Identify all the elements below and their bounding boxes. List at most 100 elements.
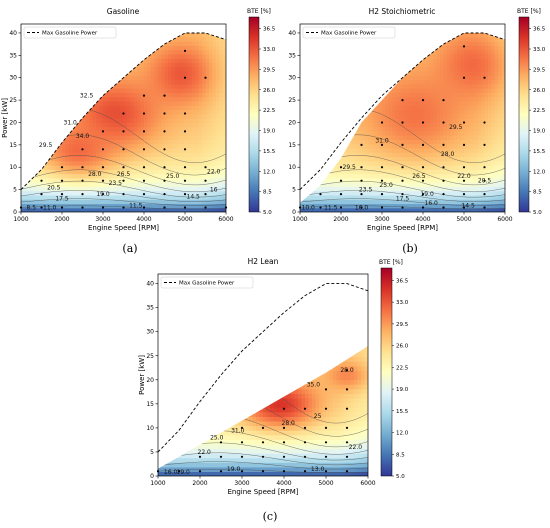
heatmap-cell bbox=[124, 139, 128, 144]
heatmap-cell bbox=[358, 122, 362, 127]
heatmap-cell bbox=[192, 127, 196, 132]
heatmap-cell bbox=[193, 439, 197, 444]
heatmap-cell bbox=[256, 439, 260, 444]
test-point bbox=[422, 166, 424, 168]
heatmap-cell bbox=[474, 41, 478, 46]
contour-label: 16 bbox=[210, 187, 218, 194]
heatmap-cell bbox=[192, 174, 196, 179]
heatmap-cell bbox=[471, 41, 475, 46]
heatmap-cell bbox=[192, 84, 196, 89]
heatmap-cell bbox=[267, 430, 271, 435]
heatmap-cell bbox=[212, 45, 216, 50]
heatmap-cell bbox=[151, 58, 155, 63]
heatmap-cell bbox=[354, 412, 358, 417]
heatmap-cell bbox=[218, 426, 222, 431]
heatmap-cell bbox=[120, 195, 124, 200]
heatmap-cell bbox=[185, 45, 189, 50]
heatmap-cell bbox=[298, 435, 302, 440]
heatmap-cell bbox=[72, 191, 76, 196]
heatmap-cell bbox=[420, 75, 424, 80]
heatmap-cell bbox=[491, 50, 495, 55]
test-point bbox=[483, 144, 485, 146]
heatmap-cell bbox=[354, 435, 358, 440]
heatmap-cell bbox=[485, 88, 489, 93]
heatmap-cell bbox=[358, 352, 362, 357]
heatmap-cell bbox=[351, 174, 355, 179]
heatmap-cell bbox=[471, 75, 475, 80]
colorbar-tick-label: 29.5 bbox=[533, 67, 546, 73]
heatmap-cell bbox=[310, 199, 314, 204]
heatmap-cell bbox=[327, 178, 331, 183]
heatmap-cell bbox=[161, 152, 165, 157]
heatmap-cell bbox=[89, 199, 93, 204]
heatmap-cell bbox=[141, 84, 145, 89]
heatmap-cell bbox=[340, 407, 344, 412]
legend-label: Max Gasoline Power bbox=[321, 31, 377, 37]
heatmap-cell bbox=[423, 88, 427, 93]
heatmap-cell bbox=[444, 139, 448, 144]
heatmap-cell bbox=[454, 203, 458, 208]
heatmap-cell bbox=[52, 169, 56, 174]
heatmap-cell bbox=[413, 62, 417, 67]
heatmap-cell bbox=[295, 430, 299, 435]
heatmap-cell bbox=[382, 131, 386, 136]
heatmap-cell bbox=[161, 71, 165, 76]
heatmap-cell bbox=[151, 45, 155, 50]
heatmap-cell bbox=[430, 127, 434, 132]
heatmap-cell bbox=[144, 80, 148, 85]
heatmap-cell bbox=[171, 135, 175, 140]
heatmap-cell bbox=[83, 109, 87, 114]
heatmap-cell bbox=[175, 131, 179, 136]
colorbar-tick-label: 12.0 bbox=[533, 169, 546, 175]
heatmap-cell bbox=[298, 421, 302, 426]
heatmap-cell bbox=[206, 92, 210, 97]
y-tick-label: 10 bbox=[9, 164, 17, 171]
heatmap-cell bbox=[433, 139, 437, 144]
x-tick-label: 1000 bbox=[150, 480, 165, 487]
heatmap-cell bbox=[413, 88, 417, 93]
contour-label: 11.5 bbox=[129, 202, 143, 209]
heatmap-cell bbox=[379, 161, 383, 166]
heatmap-cell bbox=[212, 54, 216, 59]
heatmap-cell bbox=[316, 435, 320, 440]
heatmap-cell bbox=[130, 186, 134, 191]
heatmap-cell bbox=[471, 80, 475, 85]
heatmap-cell bbox=[124, 195, 128, 200]
heatmap-cell bbox=[358, 174, 362, 179]
heatmap-cell bbox=[420, 54, 424, 59]
heatmap-cell bbox=[179, 453, 183, 458]
heatmap-cell bbox=[141, 75, 145, 80]
heatmap-cell bbox=[420, 131, 424, 136]
heatmap-cell bbox=[144, 186, 148, 191]
heatmap-cell bbox=[206, 135, 210, 140]
heatmap-cell bbox=[62, 161, 66, 166]
heatmap-cell bbox=[151, 165, 155, 170]
heatmap-cell bbox=[93, 97, 97, 102]
heatmap-cell bbox=[110, 195, 114, 200]
heatmap-cell bbox=[144, 199, 148, 204]
test-point bbox=[262, 470, 264, 472]
test-point bbox=[204, 206, 206, 208]
heatmap-cell bbox=[326, 448, 330, 453]
heatmap-cell bbox=[190, 458, 194, 463]
heatmap-cell bbox=[154, 97, 158, 102]
heatmap-cell bbox=[351, 347, 355, 352]
test-point bbox=[61, 166, 63, 168]
heatmap-cell bbox=[72, 165, 76, 170]
heatmap-cell bbox=[134, 122, 138, 127]
heatmap-cell bbox=[151, 152, 155, 157]
heatmap-cell bbox=[333, 444, 337, 449]
heatmap-cell bbox=[464, 28, 468, 33]
heatmap-cell bbox=[175, 58, 179, 63]
heatmap-cell bbox=[351, 462, 355, 467]
heatmap-cell bbox=[491, 131, 495, 136]
heatmap-cell bbox=[175, 203, 179, 208]
test-point bbox=[360, 166, 362, 168]
heatmap-cell bbox=[433, 75, 437, 80]
heatmap-cell bbox=[361, 357, 365, 362]
heatmap-cell bbox=[195, 109, 199, 114]
x-tick-label: 6000 bbox=[497, 216, 512, 223]
test-point bbox=[304, 456, 306, 458]
heatmap-cell bbox=[454, 45, 458, 50]
heatmap-cell bbox=[471, 88, 475, 93]
